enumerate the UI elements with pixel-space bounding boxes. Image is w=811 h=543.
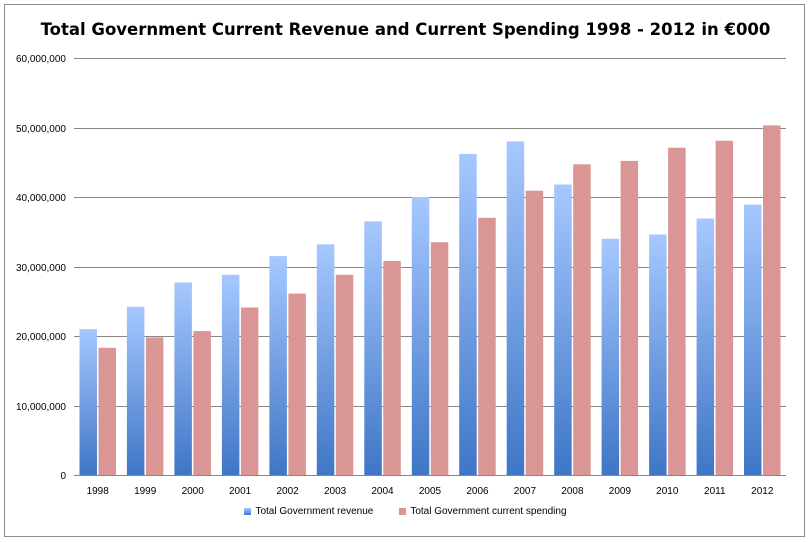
bar-spending <box>573 164 591 476</box>
legend-item-revenue: Total Government revenue <box>244 506 373 517</box>
legend-label-spending: Total Government current spending <box>410 506 567 517</box>
bar-spending <box>335 274 354 475</box>
x-tick-label: 2000 <box>182 486 205 497</box>
y-tick-label: 60,000,000 <box>16 54 66 65</box>
legend-label-revenue: Total Government revenue <box>255 506 374 517</box>
x-tick-label: 2011 <box>704 486 726 497</box>
bar-spending <box>525 190 544 475</box>
bar-spending <box>620 160 639 475</box>
bar-revenue <box>364 221 382 475</box>
bar-revenue <box>601 238 620 475</box>
x-tick-label: 1999 <box>134 486 157 497</box>
bar-spending <box>430 242 449 475</box>
gridlines <box>74 58 786 407</box>
y-tick-label: 0 <box>60 471 66 482</box>
bar-spending <box>763 125 781 476</box>
y-tick-label: 20,000,000 <box>16 332 66 343</box>
bar-revenue <box>269 256 287 475</box>
x-tick-label: 2012 <box>751 486 774 497</box>
x-tick-label: 2005 <box>419 486 442 497</box>
bar-revenue <box>126 306 145 475</box>
bar-revenue <box>174 282 192 475</box>
bar-revenue <box>459 153 477 475</box>
bar-revenue <box>221 274 240 475</box>
legend: Total Government revenue Total Governmen… <box>0 506 811 517</box>
bar-revenue <box>506 141 525 475</box>
bar-spending <box>383 260 401 475</box>
y-tick-label: 40,000,000 <box>16 193 66 204</box>
bar-spending <box>145 337 164 475</box>
x-tick-label: 2009 <box>609 486 632 497</box>
bar-spending <box>478 217 496 476</box>
legend-item-spending: Total Government current spending <box>399 506 567 517</box>
x-tick-label: 2008 <box>561 486 584 497</box>
legend-swatch-spending <box>399 508 407 515</box>
x-tick-label: 2006 <box>466 486 489 497</box>
bar-spending <box>98 347 116 475</box>
y-tick-label: 10,000,000 <box>16 402 66 413</box>
bar-spending <box>193 331 211 475</box>
bar-revenue <box>744 204 762 475</box>
x-axis-ticks: 1998 1999 2000 2001 2002 2003 2004 2005 2006 2007… <box>87 486 774 497</box>
bar-revenue <box>79 329 97 475</box>
bar-spending <box>240 307 259 475</box>
x-tick-label: 2001 <box>229 486 252 497</box>
legend-swatch-revenue <box>244 508 252 515</box>
bars <box>79 125 781 476</box>
x-tick-label: 2003 <box>324 486 347 497</box>
y-tick-label: 50,000,000 <box>16 124 66 135</box>
bar-revenue <box>696 218 715 475</box>
bar-revenue <box>649 234 667 475</box>
y-tick-label: 30,000,000 <box>16 263 66 274</box>
bar-revenue <box>554 184 572 475</box>
bar-spending <box>715 140 734 475</box>
x-tick-label: 1998 <box>87 486 110 497</box>
x-tick-label: 2004 <box>371 486 394 497</box>
bar-revenue <box>411 197 430 475</box>
x-tick-label: 2010 <box>656 486 679 497</box>
bar-spending <box>668 147 686 475</box>
bar-revenue <box>316 244 335 475</box>
y-axis-ticks: 0 10,000,000 20,000,000 30,000,000 40,000,00… <box>16 54 67 482</box>
chart-title: Total Government Current Revenue and Cur… <box>40 20 771 39</box>
bar-spending <box>288 293 306 475</box>
x-tick-label: 2007 <box>514 486 537 497</box>
x-tick-label: 2002 <box>276 486 299 497</box>
